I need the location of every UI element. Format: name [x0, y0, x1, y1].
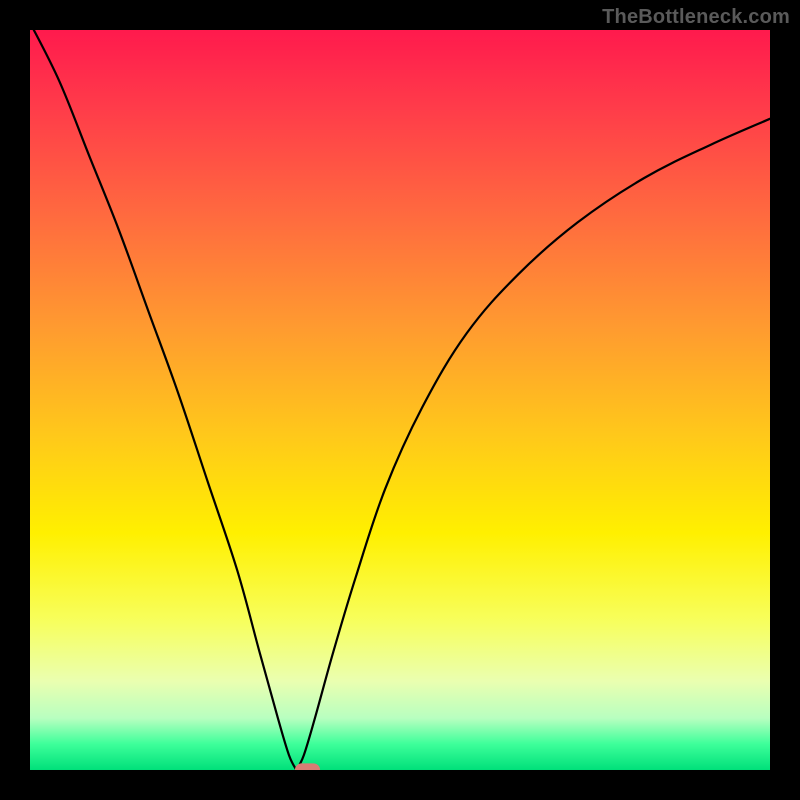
bottleneck-curve-chart	[0, 0, 800, 800]
gradient-background	[30, 30, 770, 770]
watermark-text: TheBottleneck.com	[602, 6, 790, 29]
chart-frame: TheBottleneck.com	[0, 0, 800, 800]
